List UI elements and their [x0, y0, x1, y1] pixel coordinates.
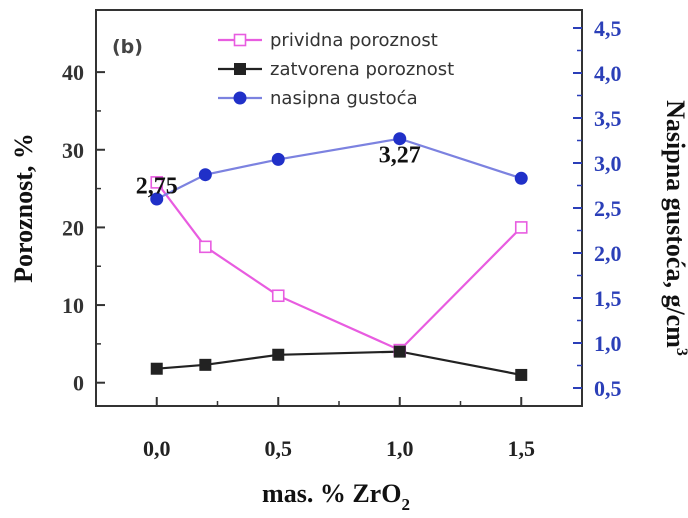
x-tick-label: 0,0	[143, 436, 171, 461]
y-left-axis-title: Poroznost, %	[9, 133, 38, 283]
legend-swatch-marker	[233, 91, 247, 105]
series-point-0	[199, 240, 212, 254]
legend-swatch-marker	[234, 63, 246, 75]
y-right-tick-label: 4,5	[594, 16, 622, 41]
y-left-tick-label: 10	[62, 293, 84, 318]
series-point-2	[198, 168, 212, 182]
legend-label: nasipna gustoća	[270, 88, 418, 109]
x-axis-title-main: mas. % ZrO	[262, 479, 401, 508]
x-axis-title: mas. % ZrO2	[262, 479, 410, 514]
panel-label: (b)	[112, 36, 143, 58]
series-point-1	[393, 345, 406, 358]
series-point-0	[150, 176, 164, 189]
y-right-tick-label: 3,5	[594, 106, 622, 131]
series-point-1	[199, 358, 212, 371]
y-right-tick-label: 1,0	[594, 331, 622, 356]
series-line-0	[155, 181, 523, 352]
y-right-tick-label: 2,5	[594, 196, 622, 221]
y-left-tick-label: 20	[62, 215, 84, 240]
y-right-axis-title-main: Nasipna gustoća, g/cm	[661, 100, 688, 348]
y-right-tick-label: 1,5	[594, 286, 622, 311]
x-tick-label: 1,5	[508, 436, 536, 461]
y-right-axis-title: Nasipna gustoća, g/cm3	[661, 100, 688, 356]
y-right-tick-label: 3,0	[594, 151, 622, 176]
legend-label: zatvorena poroznost	[270, 59, 454, 80]
y-left-tick-label: 30	[62, 138, 84, 163]
y-left-tick-label: 40	[62, 60, 84, 85]
series-point-2	[271, 152, 285, 166]
y-right-tick-label: 2,0	[594, 241, 622, 266]
legend-swatch-marker	[233, 33, 247, 47]
series-point-2	[514, 171, 528, 185]
series-point-0	[271, 289, 285, 303]
series-point-0	[514, 221, 528, 234]
series-point-2	[150, 192, 164, 206]
y-left-tick-label: 0	[73, 371, 84, 396]
series-line-2	[156, 137, 522, 200]
x-tick-label: 1,0	[386, 436, 414, 461]
series-point-1	[515, 368, 528, 381]
value-annotation: 3,27	[379, 143, 421, 169]
legend-label: prividna poroznost	[270, 30, 438, 51]
y-right-axis-title-sup: 3	[673, 348, 688, 356]
y-right-tick-label: 0,5	[594, 376, 622, 401]
y-right-tick-label: 4,0	[594, 61, 622, 86]
series-point-2	[393, 132, 407, 146]
x-axis-title-sub: 2	[401, 495, 410, 514]
x-tick-label: 0,5	[265, 436, 293, 461]
series-line-1	[156, 350, 522, 376]
value-annotation: 2,75	[136, 174, 178, 200]
series-point-1	[150, 362, 163, 375]
series-point-1	[272, 348, 285, 361]
